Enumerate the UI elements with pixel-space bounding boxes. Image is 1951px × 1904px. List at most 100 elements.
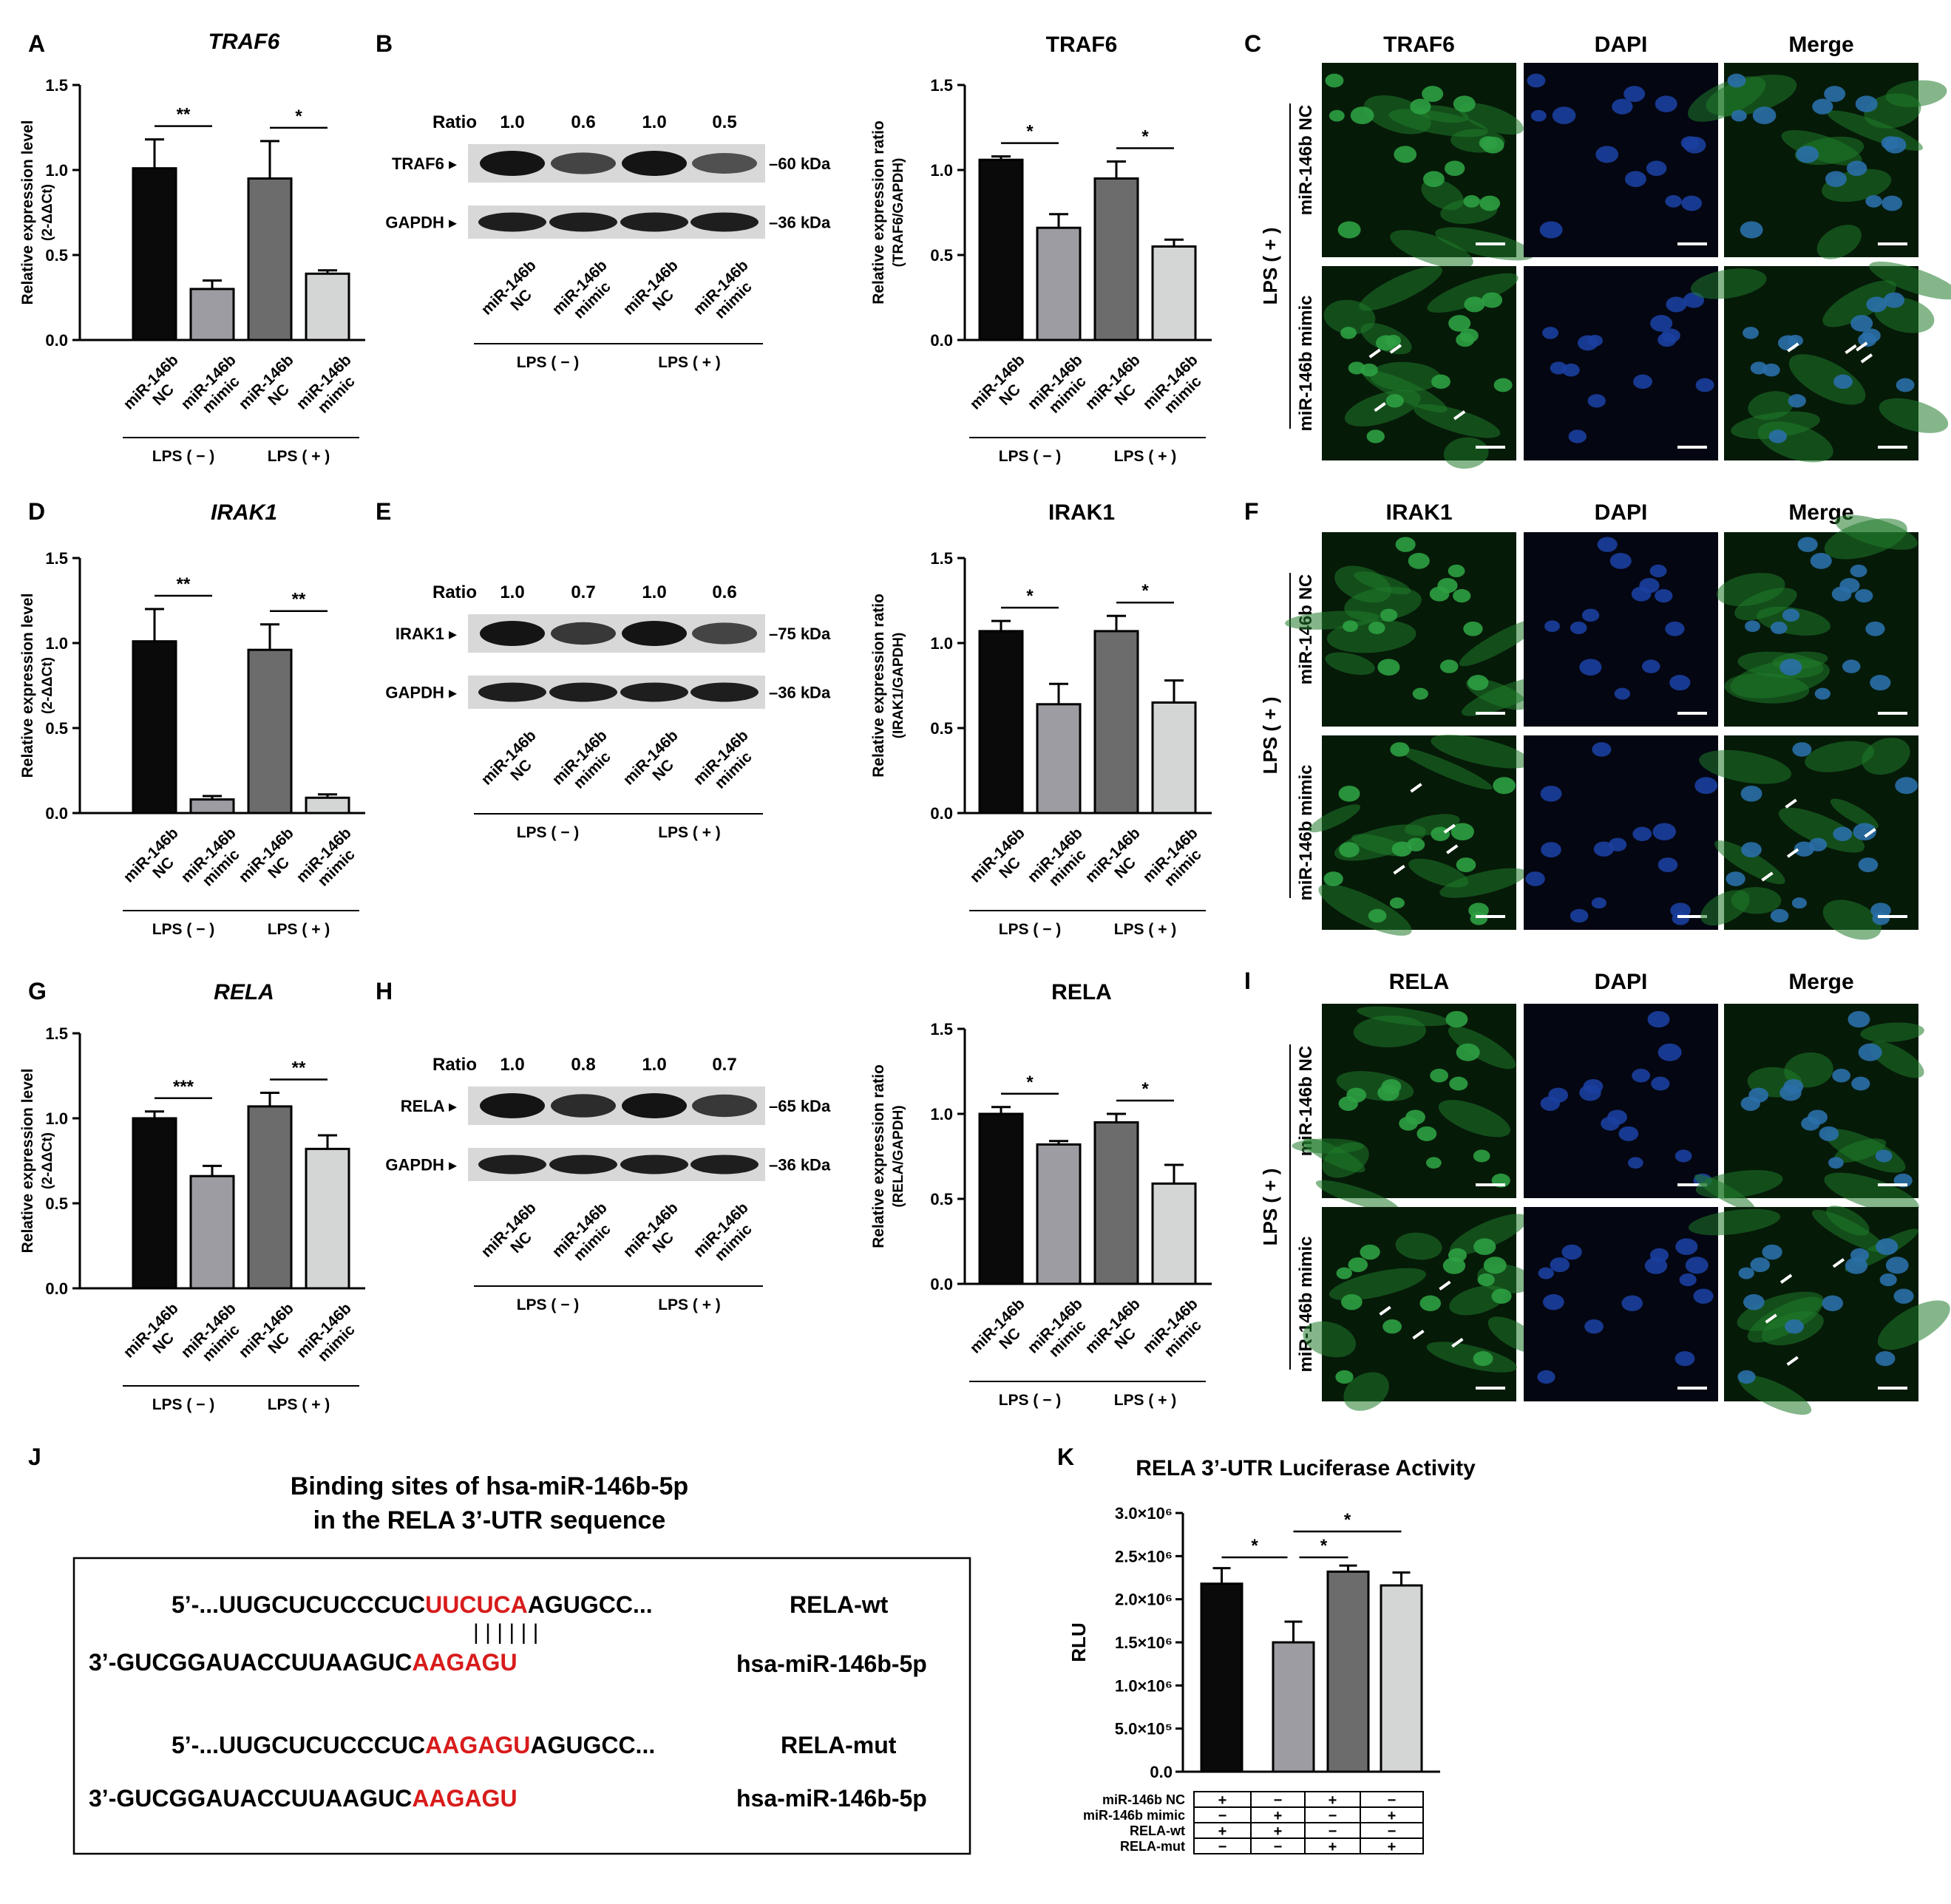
category-line-1: miR-146b [967,825,1028,886]
if-nucleus [1782,608,1800,622]
if-nucleus [1822,1295,1844,1311]
lane-label: miR-146bNC [620,257,694,331]
if-nucleus [1525,871,1545,886]
if-nucleus [1680,136,1700,150]
category-label: miR-146bNC [1082,1296,1156,1370]
if-side-label: LPS ( + ) [1259,1169,1281,1246]
if-nucleus [1870,675,1891,691]
y-tick-label: 1.5 [930,1020,953,1038]
category-label: miR-146bmimic [178,825,252,899]
bar [305,796,350,815]
if-nucleus [1731,109,1747,122]
table-row-label: RELA-mut [1120,1839,1185,1854]
blot-band [478,212,546,232]
if-cell [1449,1285,1506,1316]
table-cell: − [1388,1792,1397,1809]
if-cell [1869,261,1951,300]
if-cell [1778,807,1865,853]
category-label: miR-146bNC [967,825,1041,899]
if-nucleus [1646,160,1667,176]
y-tick-label: 0.5 [930,719,953,738]
significance-label: *** [173,1077,194,1097]
if-arrow [1443,823,1456,834]
bar [132,167,177,341]
table-row-label: RELA-wt [1130,1823,1185,1838]
if-nucleus [1858,857,1879,873]
bar [189,1174,235,1290]
ratio-label: Ratio [432,1055,477,1075]
panel-letter-c: C [1244,30,1261,57]
y-tick-label: 1.0×10⁶ [1115,1676,1173,1695]
if-cell [1862,738,1910,775]
seq-rela-wt-pre: 5’-...UUGCUCUCCCUC [172,1591,425,1618]
bar [1093,630,1139,815]
if-nucleus [1377,1084,1399,1101]
if-nucleus [1456,857,1476,873]
y-axis-sublabel: (2-ΔΔCt) [40,184,55,241]
blot-band [622,621,687,646]
seq-rela-mut-label: RELA-mut [781,1732,897,1758]
if-cell [1699,749,1792,784]
y-tick-label: 0.0 [45,331,68,350]
bar [132,640,177,815]
y-tick-label: 1.5 [45,549,68,568]
ratio-value: 0.6 [571,112,595,132]
table-cell: + [1218,1823,1227,1840]
blot-band [480,1093,545,1118]
if-nucleus [1675,1238,1698,1255]
if-row-label: miR-146b mimic [1296,1236,1316,1372]
seq-rela-mut: 5’-...UUGCUCUCCCUCAAGAGUAGUGCC... [172,1732,655,1758]
if-cell [1824,1172,1919,1214]
if-cell [1359,265,1443,311]
y-tick-label: 1.0 [45,1109,68,1128]
lane-label: miR-146bmimic [549,257,623,331]
bar [189,798,235,815]
if-nucleus [1879,1273,1897,1287]
category-label: miR-146bmimic [294,825,367,899]
if-nucleus [1858,1043,1882,1061]
y-tick-label: 0.5 [45,1194,68,1213]
if-nucleus [1627,1157,1643,1169]
if-nucleus [1808,1109,1828,1125]
if-nucleus [1740,221,1763,239]
if-cell [1329,1268,1426,1301]
blot-target-label: IRAK1 ▸ [396,625,457,643]
if-nucleus [1833,826,1853,841]
if-cell [1322,1142,1369,1178]
y-tick-label: 1.0 [930,634,953,653]
if-nucleus [1743,1293,1765,1310]
blot-band [620,212,688,232]
group-label: LPS ( − ) [517,824,580,841]
y-tick-label: 2.5×10⁶ [1115,1547,1173,1565]
significance-label: * [1251,1536,1258,1556]
if-nucleus [1679,1273,1697,1287]
if-nucleus [1741,842,1762,857]
chart-irak1-qpcr: IRAK1 0.0 0.5 1.0 1.5 Relative expression lev… [19,500,367,938]
if-column-title: TRAF6 [1383,33,1455,57]
if-arrow [1785,798,1797,809]
if-nucleus [1850,315,1873,332]
western-blot-rela: Ratio 1.0 0.8 1.0 0.7 RELA ▸ –65 kDa GAPDH ▸ –36… [385,1055,831,1313]
if-cell [1805,741,1875,772]
if-nucleus [1542,327,1559,339]
bar [1036,1143,1082,1285]
bar [1036,703,1082,815]
if-nucleus [1853,823,1876,841]
if-cell [1390,230,1473,269]
if-nucleus [1448,1248,1468,1262]
bar [978,158,1024,341]
significance-label: * [1141,1079,1149,1099]
if-nucleus [1595,146,1619,163]
if-nucleus [1448,315,1471,332]
significance-label: ** [177,105,191,125]
if-nucleus [1422,171,1445,188]
if-cell [1826,1206,1870,1236]
if-nucleus [1385,334,1402,347]
category-label: miR-146bNC [967,1296,1041,1370]
blot-target-kda: –65 kDa [769,1097,831,1115]
significance-label: * [1320,1536,1328,1556]
category-label: miR-146bNC [967,352,1041,426]
if-nucleus [1579,659,1602,676]
if-cell [1738,1375,1812,1415]
if-nucleus [1453,95,1476,112]
